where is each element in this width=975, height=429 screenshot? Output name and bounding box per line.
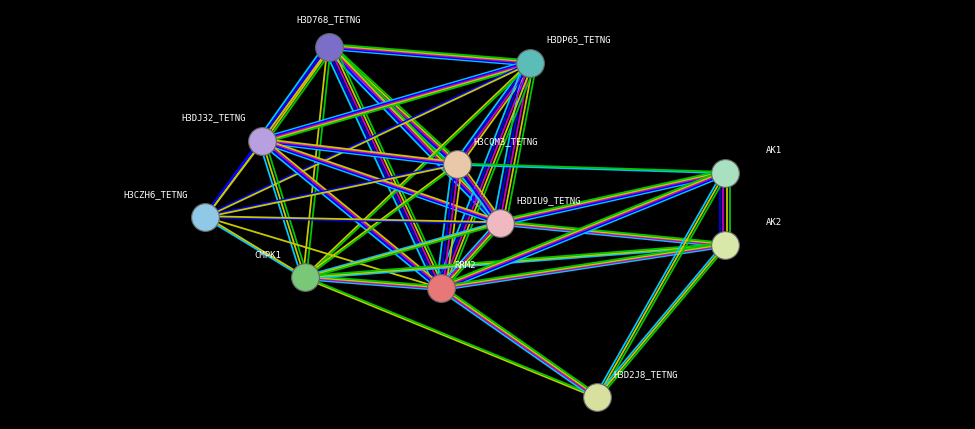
Point	[491, 220, 507, 227]
Point	[433, 285, 448, 292]
Text: H3D2J8_TETNG: H3D2J8_TETNG	[613, 371, 679, 380]
Text: H3D768_TETNG: H3D768_TETNG	[296, 15, 362, 24]
Point	[197, 213, 213, 220]
Text: H3CQM3_TETNG: H3CQM3_TETNG	[474, 137, 538, 146]
Point	[523, 60, 538, 66]
Point	[718, 242, 733, 248]
Text: AK2: AK2	[765, 218, 782, 227]
Point	[254, 137, 270, 144]
Point	[322, 43, 337, 50]
Text: H3DP65_TETNG: H3DP65_TETNG	[547, 35, 611, 44]
Text: H3CZH6_TETNG: H3CZH6_TETNG	[124, 190, 188, 199]
Text: AK1: AK1	[765, 146, 782, 155]
Text: H3DJ32_TETNG: H3DJ32_TETNG	[181, 113, 246, 122]
Point	[449, 161, 465, 168]
Text: CMPK1: CMPK1	[254, 251, 282, 260]
Point	[718, 169, 733, 176]
Point	[296, 274, 312, 281]
Point	[589, 394, 604, 401]
Text: RRM2: RRM2	[454, 261, 477, 270]
Text: H3DIU9_TETNG: H3DIU9_TETNG	[516, 196, 581, 205]
